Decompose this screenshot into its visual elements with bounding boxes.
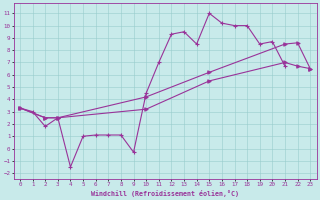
X-axis label: Windchill (Refroidissement éolien,°C): Windchill (Refroidissement éolien,°C) [91,190,239,197]
